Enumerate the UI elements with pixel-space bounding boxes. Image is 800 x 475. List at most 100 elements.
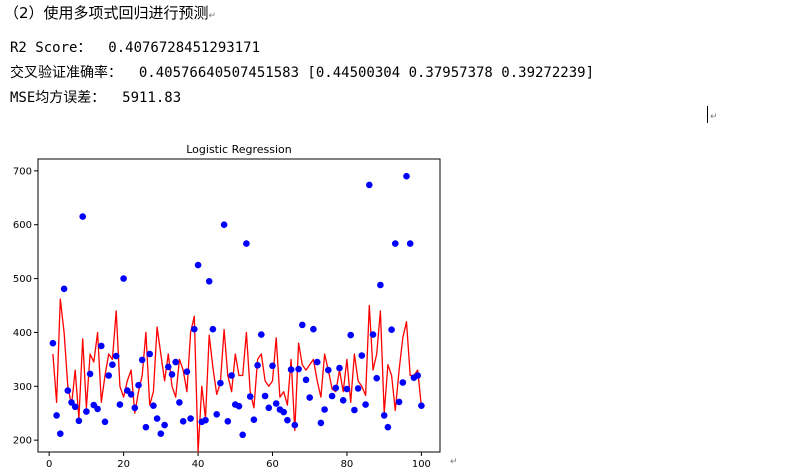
cross-validation-line: 交叉验证准确率： 0.40576640507451583 [0.44500304…	[10, 65, 595, 81]
data-point	[254, 362, 261, 369]
data-point	[384, 423, 392, 431]
data-point	[261, 392, 269, 400]
data-point	[150, 402, 157, 410]
data-point	[336, 364, 343, 372]
data-point	[98, 342, 105, 350]
data-point	[224, 418, 232, 425]
data-point	[94, 405, 101, 413]
data-point	[53, 412, 60, 419]
data-point	[302, 376, 310, 384]
data-point	[399, 379, 407, 386]
data-point	[418, 402, 425, 410]
data-point	[377, 281, 384, 289]
data-point	[269, 362, 276, 370]
paragraph-mark: ↵	[450, 457, 458, 467]
data-point	[105, 372, 112, 379]
data-point	[112, 352, 120, 360]
data-point	[369, 331, 377, 338]
data-point	[79, 213, 86, 220]
data-point	[362, 401, 369, 408]
data-point	[161, 421, 168, 429]
data-point	[83, 408, 90, 415]
x-tick-label: 60	[266, 459, 279, 468]
data-point	[310, 325, 317, 333]
data-point	[295, 365, 302, 373]
data-point	[213, 411, 220, 418]
prediction-line	[52, 298, 423, 453]
data-point	[120, 275, 127, 282]
data-point	[217, 379, 224, 387]
data-point	[127, 391, 135, 398]
data-point	[354, 385, 362, 392]
data-point	[191, 325, 198, 333]
data-point	[272, 400, 280, 407]
data-point	[75, 417, 83, 425]
chart-title: Logistic Regression	[186, 143, 292, 156]
plot-frame	[37, 158, 441, 453]
data-point	[138, 356, 146, 364]
data-point	[339, 397, 347, 404]
data-point	[183, 368, 191, 375]
data-point	[135, 381, 142, 389]
data-point	[172, 358, 179, 366]
data-point	[299, 321, 306, 329]
data-point	[325, 366, 332, 374]
y-tick-label: 700	[13, 166, 32, 177]
data-point	[250, 416, 258, 424]
section-heading: （2）使用多项式回归进行预测↵	[4, 2, 216, 23]
data-point	[291, 421, 299, 429]
x-tick-label: 80	[341, 459, 354, 468]
text-cursor	[707, 106, 708, 123]
data-point	[187, 415, 194, 422]
y-tick-label: 600	[13, 220, 32, 231]
data-point	[258, 331, 265, 338]
data-point	[332, 384, 340, 392]
data-point	[209, 325, 217, 333]
data-point	[343, 385, 351, 393]
data-point	[228, 372, 235, 379]
r2-score-line: R2 Score： 0.4076728451293171	[10, 40, 261, 56]
data-point	[306, 394, 314, 401]
data-point	[71, 403, 79, 411]
data-point	[388, 326, 395, 333]
data-point	[68, 399, 75, 406]
paragraph-mark: ↵	[208, 11, 217, 21]
data-point	[146, 350, 153, 358]
data-point	[205, 278, 213, 285]
data-point	[60, 285, 68, 293]
data-point	[153, 415, 161, 422]
data-point	[406, 240, 414, 247]
data-point	[246, 393, 254, 400]
paragraph-mark: ↵	[710, 112, 718, 122]
data-point	[351, 406, 358, 414]
x-tick-label: 0	[46, 459, 52, 468]
x-tick-label: 20	[117, 459, 130, 468]
mse-line: MSE均方误差： 5911.83	[10, 90, 182, 106]
data-point	[176, 399, 183, 406]
data-point	[287, 366, 295, 373]
y-tick-label: 200	[13, 436, 32, 447]
data-point	[168, 371, 176, 378]
data-point	[64, 387, 72, 394]
data-point	[313, 358, 321, 366]
data-point	[157, 430, 165, 438]
x-tick-label: 100	[412, 459, 431, 468]
data-point	[243, 240, 250, 247]
data-point	[414, 372, 422, 379]
y-tick-label: 400	[13, 328, 32, 339]
x-tick-label: 40	[192, 459, 205, 468]
data-point	[194, 261, 202, 269]
data-point	[284, 416, 291, 424]
y-tick-label: 500	[13, 274, 32, 285]
data-point	[101, 418, 109, 426]
data-point	[328, 392, 336, 400]
data-point	[358, 352, 366, 359]
y-tick-label: 300	[13, 382, 32, 393]
data-point	[142, 423, 150, 431]
chart: Logistic Regression 0 20 40 60 80 100 200 300 400…	[0, 138, 450, 472]
data-point	[403, 172, 410, 180]
data-point	[49, 339, 57, 347]
data-point	[202, 416, 209, 424]
data-point	[395, 398, 403, 406]
data-point	[366, 181, 373, 189]
